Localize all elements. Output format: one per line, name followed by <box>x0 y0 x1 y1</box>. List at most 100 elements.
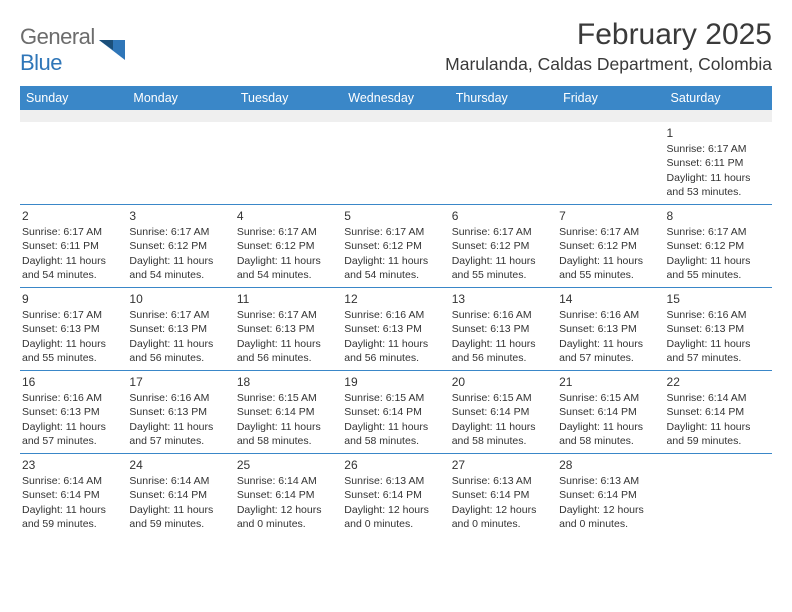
daylight-line: Daylight: 11 hours and 58 minutes. <box>237 420 338 448</box>
weeks-container: 1Sunrise: 6:17 AMSunset: 6:11 PMDaylight… <box>20 122 772 536</box>
sunset-line: Sunset: 6:13 PM <box>129 322 230 336</box>
daylight-line: Daylight: 12 hours and 0 minutes. <box>452 503 553 531</box>
day-number: 26 <box>344 457 445 473</box>
sunrise-line: Sunrise: 6:16 AM <box>452 308 553 322</box>
day-number: 14 <box>559 291 660 307</box>
day-cell: 22Sunrise: 6:14 AMSunset: 6:14 PMDayligh… <box>665 371 772 453</box>
sunrise-line: Sunrise: 6:17 AM <box>667 225 768 239</box>
sunrise-line: Sunrise: 6:13 AM <box>452 474 553 488</box>
sunset-line: Sunset: 6:14 PM <box>344 405 445 419</box>
day-number: 21 <box>559 374 660 390</box>
logo-triangle-icon <box>99 38 127 62</box>
day-cell: 23Sunrise: 6:14 AMSunset: 6:14 PMDayligh… <box>20 454 127 536</box>
sunrise-line: Sunrise: 6:15 AM <box>559 391 660 405</box>
sunrise-line: Sunrise: 6:14 AM <box>22 474 123 488</box>
day-cell: 19Sunrise: 6:15 AMSunset: 6:14 PMDayligh… <box>342 371 449 453</box>
sunset-line: Sunset: 6:13 PM <box>344 322 445 336</box>
dow-cell: Wednesday <box>342 86 449 110</box>
daylight-line: Daylight: 11 hours and 58 minutes. <box>452 420 553 448</box>
day-number: 8 <box>667 208 768 224</box>
daylight-line: Daylight: 11 hours and 55 minutes. <box>559 254 660 282</box>
day-number: 1 <box>667 125 768 141</box>
day-number: 22 <box>667 374 768 390</box>
sunset-line: Sunset: 6:13 PM <box>667 322 768 336</box>
daylight-line: Daylight: 11 hours and 57 minutes. <box>559 337 660 365</box>
day-cell: 26Sunrise: 6:13 AMSunset: 6:14 PMDayligh… <box>342 454 449 536</box>
sunset-line: Sunset: 6:14 PM <box>237 405 338 419</box>
sunrise-line: Sunrise: 6:17 AM <box>237 225 338 239</box>
sunset-line: Sunset: 6:13 PM <box>237 322 338 336</box>
sunset-line: Sunset: 6:13 PM <box>452 322 553 336</box>
sunset-line: Sunset: 6:12 PM <box>559 239 660 253</box>
day-number: 12 <box>344 291 445 307</box>
sunset-line: Sunset: 6:14 PM <box>452 488 553 502</box>
daylight-line: Daylight: 11 hours and 54 minutes. <box>22 254 123 282</box>
day-cell: 1Sunrise: 6:17 AMSunset: 6:11 PMDaylight… <box>665 122 772 204</box>
sunset-line: Sunset: 6:12 PM <box>129 239 230 253</box>
sunset-line: Sunset: 6:14 PM <box>237 488 338 502</box>
daylight-line: Daylight: 11 hours and 59 minutes. <box>129 503 230 531</box>
day-number: 4 <box>237 208 338 224</box>
day-of-week-header: SundayMondayTuesdayWednesdayThursdayFrid… <box>20 86 772 110</box>
daylight-line: Daylight: 11 hours and 56 minutes. <box>129 337 230 365</box>
month-title: February 2025 <box>445 18 772 52</box>
location-subtitle: Marulanda, Caldas Department, Colombia <box>445 54 772 75</box>
sunset-line: Sunset: 6:11 PM <box>667 156 768 170</box>
dow-cell: Thursday <box>450 86 557 110</box>
day-cell-empty <box>557 122 664 204</box>
sunrise-line: Sunrise: 6:13 AM <box>559 474 660 488</box>
day-cell: 6Sunrise: 6:17 AMSunset: 6:12 PMDaylight… <box>450 205 557 287</box>
day-number: 3 <box>129 208 230 224</box>
day-number: 17 <box>129 374 230 390</box>
daylight-line: Daylight: 11 hours and 53 minutes. <box>667 171 768 199</box>
sunrise-line: Sunrise: 6:16 AM <box>129 391 230 405</box>
day-number: 23 <box>22 457 123 473</box>
sunrise-line: Sunrise: 6:17 AM <box>344 225 445 239</box>
title-block: February 2025 Marulanda, Caldas Departme… <box>445 18 772 75</box>
sunset-line: Sunset: 6:12 PM <box>667 239 768 253</box>
sunrise-line: Sunrise: 6:15 AM <box>344 391 445 405</box>
daylight-line: Daylight: 12 hours and 0 minutes. <box>237 503 338 531</box>
day-number: 11 <box>237 291 338 307</box>
spacer-row <box>20 110 772 122</box>
week-row: 16Sunrise: 6:16 AMSunset: 6:13 PMDayligh… <box>20 370 772 453</box>
sunrise-line: Sunrise: 6:16 AM <box>559 308 660 322</box>
sunset-line: Sunset: 6:14 PM <box>667 405 768 419</box>
sunrise-line: Sunrise: 6:14 AM <box>667 391 768 405</box>
calendar-page: GeneralBlue February 2025 Marulanda, Cal… <box>0 0 792 546</box>
day-cell: 20Sunrise: 6:15 AMSunset: 6:14 PMDayligh… <box>450 371 557 453</box>
day-cell: 18Sunrise: 6:15 AMSunset: 6:14 PMDayligh… <box>235 371 342 453</box>
dow-cell: Sunday <box>20 86 127 110</box>
logo-text: GeneralBlue <box>20 24 95 76</box>
day-number: 19 <box>344 374 445 390</box>
day-cell: 24Sunrise: 6:14 AMSunset: 6:14 PMDayligh… <box>127 454 234 536</box>
daylight-line: Daylight: 11 hours and 57 minutes. <box>129 420 230 448</box>
sunrise-line: Sunrise: 6:17 AM <box>129 225 230 239</box>
sunrise-line: Sunrise: 6:17 AM <box>237 308 338 322</box>
sunset-line: Sunset: 6:12 PM <box>452 239 553 253</box>
sunset-line: Sunset: 6:14 PM <box>559 405 660 419</box>
daylight-line: Daylight: 11 hours and 55 minutes. <box>452 254 553 282</box>
day-number: 28 <box>559 457 660 473</box>
day-number: 27 <box>452 457 553 473</box>
week-row: 23Sunrise: 6:14 AMSunset: 6:14 PMDayligh… <box>20 453 772 536</box>
week-row: 9Sunrise: 6:17 AMSunset: 6:13 PMDaylight… <box>20 287 772 370</box>
sunrise-line: Sunrise: 6:13 AM <box>344 474 445 488</box>
day-number: 18 <box>237 374 338 390</box>
daylight-line: Daylight: 11 hours and 59 minutes. <box>22 503 123 531</box>
sunrise-line: Sunrise: 6:16 AM <box>667 308 768 322</box>
day-cell: 17Sunrise: 6:16 AMSunset: 6:13 PMDayligh… <box>127 371 234 453</box>
daylight-line: Daylight: 11 hours and 58 minutes. <box>559 420 660 448</box>
day-number: 16 <box>22 374 123 390</box>
day-number: 5 <box>344 208 445 224</box>
sunset-line: Sunset: 6:13 PM <box>129 405 230 419</box>
sunrise-line: Sunrise: 6:16 AM <box>22 391 123 405</box>
dow-cell: Monday <box>127 86 234 110</box>
sunrise-line: Sunrise: 6:16 AM <box>344 308 445 322</box>
day-cell: 12Sunrise: 6:16 AMSunset: 6:13 PMDayligh… <box>342 288 449 370</box>
daylight-line: Daylight: 11 hours and 55 minutes. <box>667 254 768 282</box>
daylight-line: Daylight: 11 hours and 57 minutes. <box>22 420 123 448</box>
day-number: 9 <box>22 291 123 307</box>
day-number: 10 <box>129 291 230 307</box>
daylight-line: Daylight: 12 hours and 0 minutes. <box>344 503 445 531</box>
